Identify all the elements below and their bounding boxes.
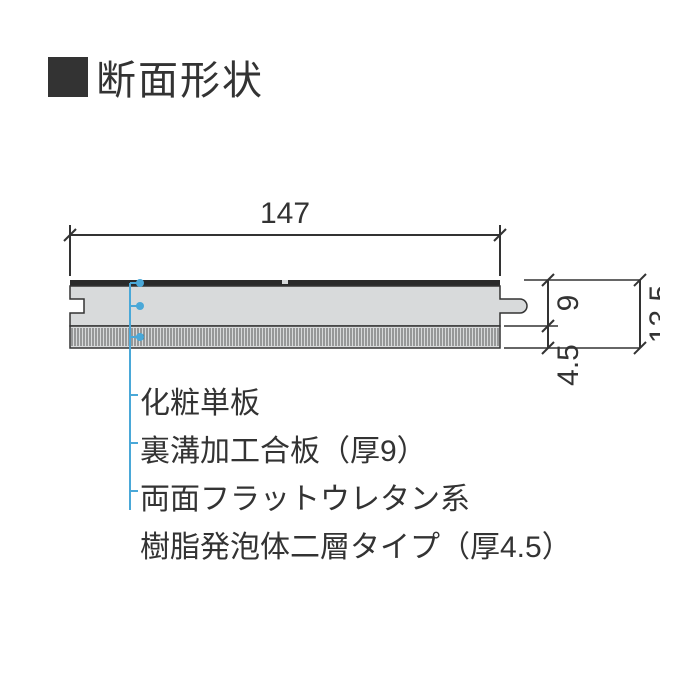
legend-row-3: 両面フラットウレタン系 xyxy=(140,476,572,524)
svg-text:13.5: 13.5 xyxy=(644,285,660,343)
svg-text:9: 9 xyxy=(552,295,585,312)
legend-row-1: 化粧単板 xyxy=(140,380,572,428)
section-title: 断面形状 xyxy=(48,48,264,106)
title-text: 断面形状 xyxy=(96,48,264,106)
svg-text:147: 147 xyxy=(260,197,310,230)
layer-legend: 化粧単板 裏溝加工合板（厚9） 両面フラットウレタン系 樹脂発泡体二層タイプ（厚… xyxy=(140,380,572,572)
legend-row-2: 裏溝加工合板（厚9） xyxy=(140,428,572,476)
legend-row-4: 樹脂発泡体二層タイプ（厚4.5） xyxy=(140,524,572,572)
title-square-icon xyxy=(48,57,88,97)
